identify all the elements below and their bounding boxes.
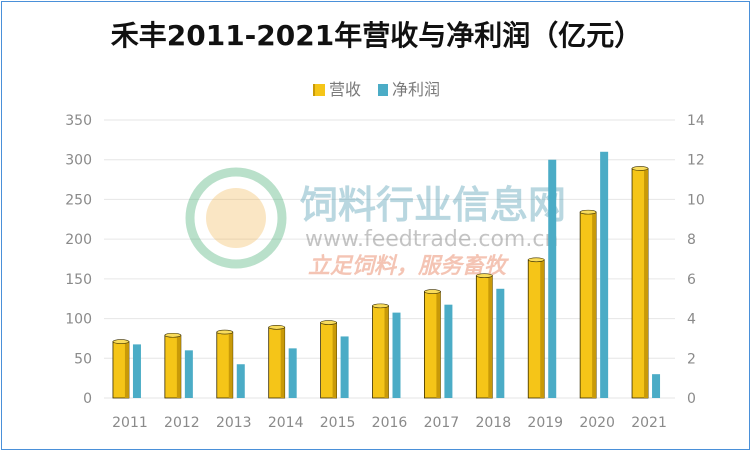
x-tick-label-2017: 2017 bbox=[424, 415, 460, 431]
y-axis-left: 0 50 100 150 200 250 300 350 bbox=[65, 113, 92, 407]
y-left-tick-label: 200 bbox=[65, 232, 92, 248]
bar-revenue-top-2013 bbox=[216, 329, 234, 335]
legend-label-revenue: 营收 bbox=[328, 80, 361, 99]
watermark-url: www.feedtrade.com.cn bbox=[305, 227, 558, 252]
legend-item-profit: 净利润 bbox=[378, 76, 440, 100]
x-axis: 2011 2012 2013 2014 2015 2016 2017 2018 2019 2020… bbox=[112, 415, 667, 431]
x-tick-label-2012: 2012 bbox=[164, 415, 200, 431]
bar-revenue-side-2021 bbox=[644, 168, 649, 398]
bar-profit-2021 bbox=[652, 374, 661, 398]
y-left-tick-label: 50 bbox=[74, 351, 92, 367]
bar-revenue-side-2020 bbox=[592, 212, 597, 398]
y-axis-right: 0 2 4 6 8 10 12 14 bbox=[687, 113, 705, 407]
y-left-tick-label: 0 bbox=[83, 391, 92, 407]
x-tick-label-2011: 2011 bbox=[112, 415, 148, 431]
bar-revenue-top-2019 bbox=[527, 257, 545, 263]
bar-revenue-side-2012 bbox=[176, 335, 181, 398]
y-left-tick-label: 350 bbox=[65, 113, 92, 129]
legend-swatch-profit bbox=[378, 84, 389, 96]
watermark-wheat-icon bbox=[206, 188, 266, 248]
bar-profit-2017 bbox=[444, 304, 453, 398]
bar-revenue-top-2012 bbox=[164, 332, 182, 338]
watermark: 饲料行业信息网 www.feedtrade.com.cn 立足饲料，服务畜牧 bbox=[185, 167, 566, 279]
x-tick-label-2019: 2019 bbox=[527, 415, 563, 431]
bar-profit-2016 bbox=[392, 312, 401, 398]
bar-revenue-side-2013 bbox=[228, 332, 233, 398]
legend-label-profit: 净利润 bbox=[392, 80, 441, 99]
bar-revenue-top-2014 bbox=[268, 325, 285, 330]
bar-revenue-top-2011 bbox=[112, 339, 130, 344]
bar-profit-2012 bbox=[184, 350, 193, 398]
x-tick-label-2020: 2020 bbox=[579, 415, 615, 431]
y-left-tick-label: 250 bbox=[65, 192, 92, 208]
legend-item-revenue: 营收 bbox=[312, 76, 361, 100]
bar-profit-2014 bbox=[288, 348, 297, 398]
y-right-tick-label: 12 bbox=[687, 153, 705, 169]
bar-profit-2015 bbox=[340, 336, 349, 398]
bar-revenue-side-2018 bbox=[488, 275, 493, 398]
bar-revenue-side-2015 bbox=[332, 322, 337, 398]
bar-profit-2013 bbox=[236, 364, 245, 398]
bar-revenue-top-2017 bbox=[424, 289, 441, 294]
bar-profit-2011 bbox=[132, 344, 141, 398]
bar-revenue-side-2014 bbox=[280, 327, 285, 398]
bar-revenue-top-2021 bbox=[631, 166, 649, 171]
bars bbox=[112, 151, 661, 399]
y-right-tick-label: 14 bbox=[687, 113, 705, 129]
bar-revenue-side-2011 bbox=[124, 341, 129, 398]
chart-title: 禾丰2011-2021年营收与净利润（亿元） bbox=[110, 19, 643, 52]
bar-revenue-top-2018 bbox=[476, 273, 493, 278]
bar-revenue-top-2015 bbox=[320, 320, 337, 325]
legend-swatch-revenue bbox=[312, 84, 325, 96]
y-right-tick-label: 6 bbox=[687, 272, 696, 288]
y-right-tick-label: 10 bbox=[687, 192, 705, 208]
x-tick-label-2021: 2021 bbox=[631, 415, 667, 431]
y-right-tick-label: 4 bbox=[687, 312, 696, 328]
bar-revenue-side-2017 bbox=[436, 291, 441, 398]
y-left-tick-label: 300 bbox=[65, 153, 92, 169]
bar-revenue-top-2016 bbox=[372, 303, 389, 309]
bar-revenue-top-2020 bbox=[579, 209, 597, 215]
watermark-logo-icon bbox=[185, 167, 287, 269]
x-tick-label-2014: 2014 bbox=[268, 415, 304, 431]
bar-profit-2018 bbox=[496, 288, 505, 398]
x-tick-label-2013: 2013 bbox=[216, 415, 252, 431]
bar-revenue-side-2019 bbox=[540, 259, 545, 398]
x-tick-label-2015: 2015 bbox=[320, 415, 356, 431]
x-tick-label-2018: 2018 bbox=[475, 415, 511, 431]
watermark-slogan: 立足饲料，服务畜牧 bbox=[308, 253, 510, 279]
y-right-tick-label: 2 bbox=[687, 351, 696, 367]
y-right-tick-label: 0 bbox=[687, 391, 696, 407]
y-right-tick-label: 8 bbox=[687, 232, 696, 248]
bar-revenue-side-2016 bbox=[384, 305, 389, 398]
y-left-tick-label: 150 bbox=[65, 272, 92, 288]
watermark-name: 饲料行业信息网 bbox=[300, 183, 566, 227]
x-tick-label-2016: 2016 bbox=[372, 415, 408, 431]
legend: 营收 净利润 bbox=[0, 76, 753, 100]
y-left-tick-label: 100 bbox=[65, 312, 92, 328]
bar-profit-2019 bbox=[548, 159, 557, 398]
bar-profit-2020 bbox=[600, 151, 609, 398]
